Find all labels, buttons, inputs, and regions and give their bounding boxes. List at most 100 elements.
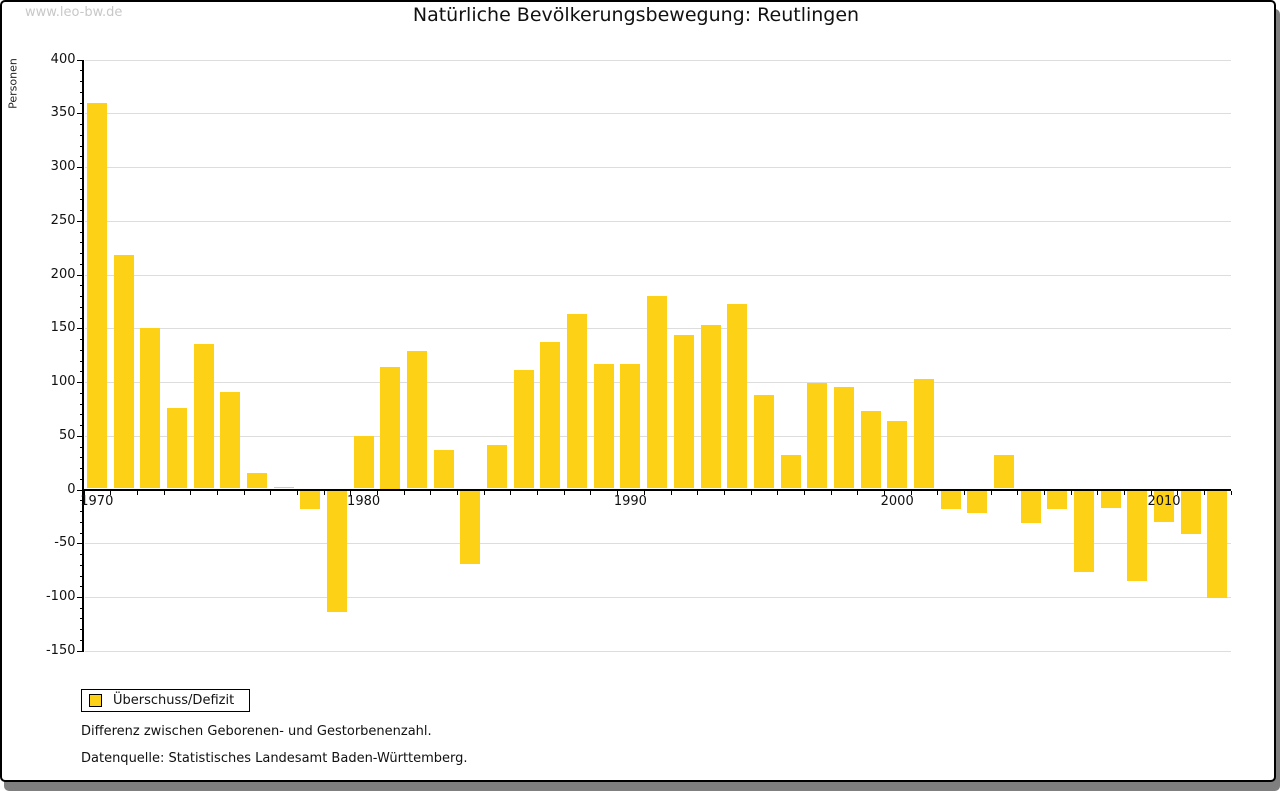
- bar-2009: [1127, 490, 1148, 581]
- y-minor-tick: [79, 156, 84, 158]
- gridline-400: [84, 59, 1231, 61]
- x-tick: [457, 490, 458, 495]
- x-tick-label-2010: 2010: [1147, 493, 1181, 509]
- y-major-tick-100: [76, 382, 84, 384]
- bar-1982: [407, 350, 427, 489]
- x-tick: [1070, 490, 1072, 495]
- x-tick: [296, 490, 298, 495]
- y-tick-label-50: 50: [58, 427, 76, 443]
- x-tick: [190, 490, 192, 495]
- gridline-350: [84, 113, 1231, 115]
- x-tick: [1230, 490, 1232, 495]
- bar-1986: [513, 370, 534, 489]
- x-tick: [803, 490, 805, 495]
- y-minor-tick: [79, 306, 84, 308]
- x-tick: [403, 490, 405, 495]
- y-minor-tick: [79, 425, 84, 426]
- y-tick-label--150: -150: [45, 642, 76, 658]
- x-tick: [910, 490, 912, 495]
- y-minor-tick: [79, 285, 84, 287]
- y-major-tick--150: [76, 650, 84, 652]
- x-tick: [350, 490, 352, 495]
- bar-1972: [140, 328, 161, 489]
- footnote-source: Datenquelle: Statistisches Landesamt Bad…: [81, 751, 468, 766]
- y-minor-tick: [79, 349, 84, 351]
- x-tick: [1204, 490, 1206, 495]
- y-tick-label--50: -50: [54, 535, 76, 551]
- x-tick: [1150, 490, 1152, 495]
- bar-1996: [780, 455, 801, 489]
- x-tick: [136, 490, 138, 495]
- y-minor-tick: [79, 403, 84, 405]
- x-tick: [270, 490, 272, 495]
- x-tick: [163, 490, 165, 495]
- x-tick-label-1990: 1990: [613, 493, 647, 509]
- y-minor-tick: [79, 511, 84, 512]
- x-tick: [830, 490, 832, 495]
- y-minor-tick: [79, 414, 84, 416]
- y-minor-tick: [79, 575, 84, 577]
- bar-2000: [887, 420, 908, 489]
- legend: Überschuss/Defizit: [81, 689, 250, 712]
- y-major-tick-250: [76, 220, 84, 222]
- gridline-200: [84, 274, 1231, 276]
- y-major-tick-0: [76, 489, 84, 491]
- y-minor-tick: [79, 392, 84, 394]
- y-minor-tick: [79, 629, 84, 631]
- bar-1988: [567, 314, 588, 489]
- y-minor-tick: [79, 91, 84, 93]
- bar-2005: [1020, 490, 1041, 523]
- y-axis-line: [82, 59, 84, 651]
- x-tick-label-1970: 1970: [80, 493, 114, 509]
- y-minor-tick: [79, 639, 84, 641]
- y-minor-tick: [79, 134, 84, 136]
- y-minor-tick: [79, 124, 84, 126]
- bar-1993: [700, 325, 721, 489]
- y-minor-tick: [79, 586, 84, 588]
- y-minor-tick: [79, 253, 84, 255]
- y-minor-tick: [79, 70, 84, 72]
- gridline--150: [84, 650, 1231, 652]
- y-minor-tick: [79, 521, 84, 523]
- y-minor-tick: [79, 188, 84, 190]
- bar-2012: [1207, 490, 1228, 598]
- y-minor-tick: [79, 102, 84, 104]
- footnote-definition: Differenz zwischen Geborenen- und Gestor…: [81, 724, 432, 739]
- y-tick-label--100: -100: [45, 589, 76, 604]
- bar-1987: [540, 342, 561, 489]
- x-tick: [377, 490, 378, 495]
- y-minor-tick: [79, 210, 84, 212]
- bar-1979: [327, 490, 347, 612]
- x-axis-zero-line: [82, 488, 1231, 491]
- bar-1998: [833, 387, 854, 489]
- y-minor-tick: [79, 532, 84, 534]
- x-tick: [723, 490, 725, 495]
- legend-label: Überschuss/Defizit: [113, 693, 235, 708]
- bar-2008: [1100, 490, 1121, 508]
- bar-1981: [380, 367, 401, 489]
- y-tick-label-300: 300: [50, 159, 76, 175]
- x-tick: [510, 490, 512, 495]
- bar-1990: [620, 363, 641, 489]
- bar-2001: [913, 378, 934, 489]
- bar-2007: [1074, 490, 1094, 573]
- x-tick: [1097, 490, 1099, 495]
- x-tick: [750, 490, 752, 495]
- bar-2010: [1154, 490, 1174, 522]
- x-tick: [990, 490, 992, 495]
- watermark-leo-bw: www.leo-bw.de: [25, 5, 123, 20]
- bar-1978: [300, 490, 321, 509]
- y-major-tick-350: [76, 113, 84, 115]
- x-tick: [590, 490, 592, 495]
- y-tick-label-350: 350: [50, 105, 76, 121]
- y-minor-tick: [79, 81, 84, 83]
- gridline-250: [84, 220, 1231, 222]
- x-tick: [1017, 490, 1019, 495]
- x-tick: [83, 490, 85, 495]
- y-minor-tick: [79, 371, 84, 373]
- y-minor-tick: [79, 554, 84, 555]
- y-tick-label-250: 250: [50, 212, 76, 228]
- y-tick-label-400: 400: [50, 51, 76, 67]
- x-tick: [537, 490, 539, 495]
